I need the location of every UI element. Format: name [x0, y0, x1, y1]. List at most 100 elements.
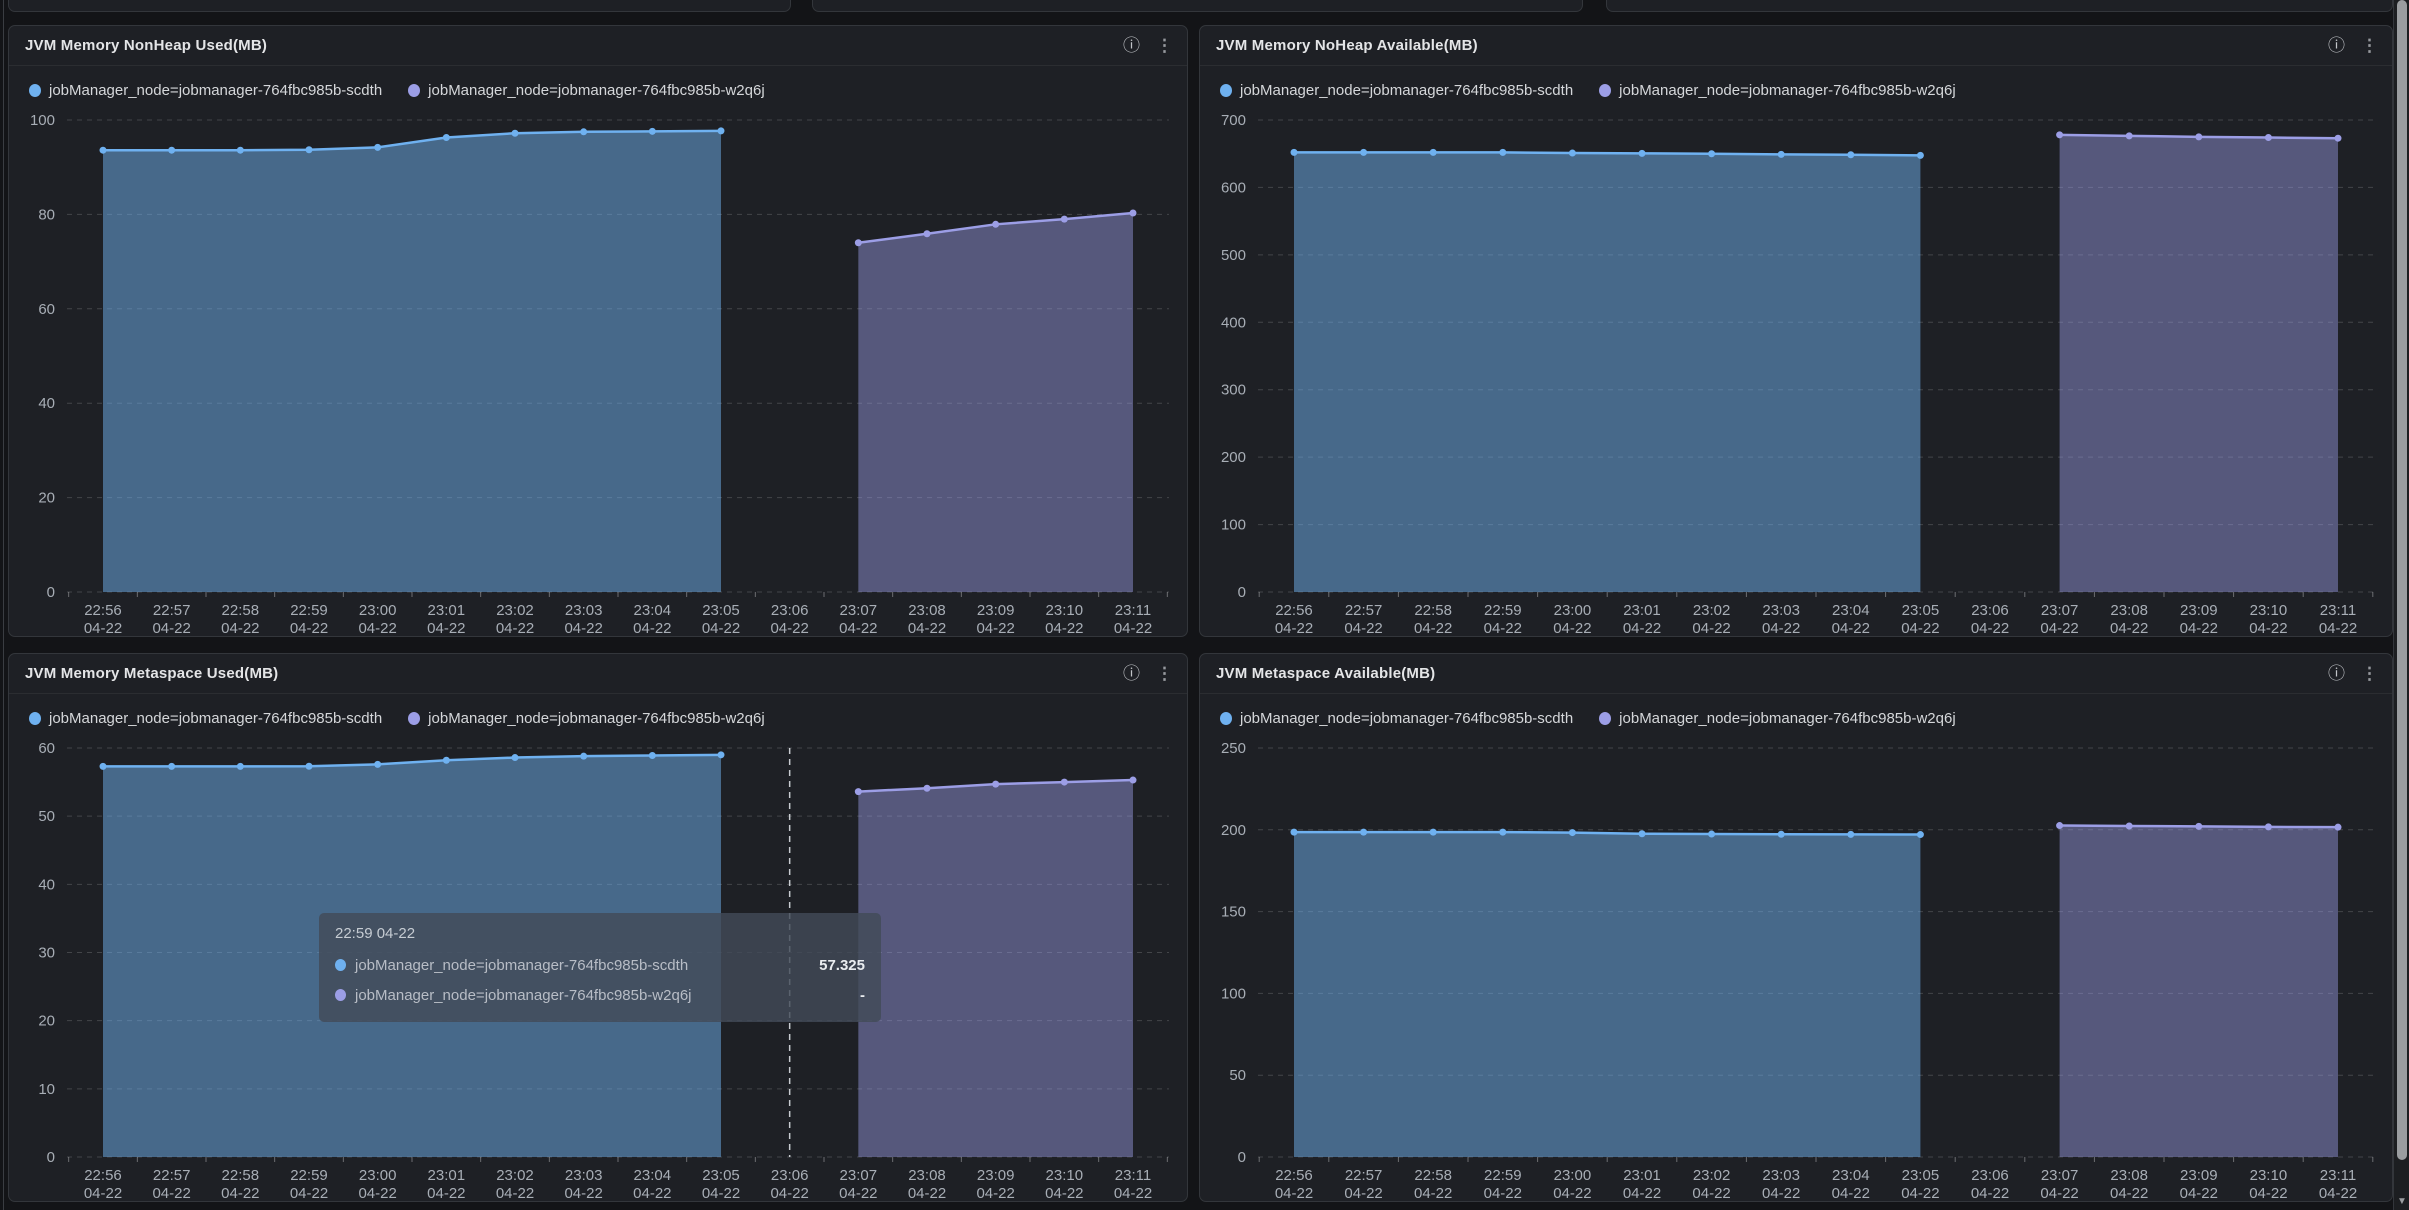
- legend-item-scdth[interactable]: jobManager_node=jobmanager-764fbc985b-sc…: [1220, 82, 1573, 99]
- panel-title: JVM Memory NonHeap Used(MB): [25, 37, 268, 54]
- legend-label: jobManager_node=jobmanager-764fbc985b-sc…: [1240, 81, 1574, 99]
- panel-header: JVM Metaspace Available(MB) ⓘ ⋮: [1200, 654, 2392, 694]
- scrollbar-thumb[interactable]: [2397, 0, 2407, 1160]
- panel-title: JVM Memory Metaspace Used(MB): [25, 665, 279, 682]
- svg-text:300: 300: [1221, 382, 1246, 399]
- legend-label: jobManager_node=jobmanager-764fbc985b-sc…: [49, 709, 383, 727]
- panel-menu-icon[interactable]: ⋮: [1156, 664, 1173, 683]
- legend-label: jobManager_node=jobmanager-764fbc985b-sc…: [49, 81, 383, 99]
- chart-canvas-metaspace-available[interactable]: 0 50 100 150 200 250 22:56 04-22 22:57 04-22 22:58…: [1200, 736, 2392, 1202]
- legend-label: jobManager_node=jobmanager-764fbc985b-w2…: [1619, 81, 1956, 99]
- legend-item-scdth[interactable]: jobManager_node=jobmanager-764fbc985b-sc…: [29, 710, 382, 727]
- svg-text:0: 0: [1238, 1149, 1246, 1166]
- legend-item-w2q6j[interactable]: jobManager_node=jobmanager-764fbc985b-w2…: [1599, 710, 1956, 727]
- chart-canvas-metaspace-used[interactable]: 0 10 20 30 40 50 60 22:56 04-22 22:57 04-22 22:58 04…: [9, 736, 1187, 1202]
- svg-text:150: 150: [1221, 904, 1246, 921]
- chart-legend: jobManager_node=jobmanager-764fbc985b-sc…: [9, 694, 1187, 736]
- legend-label: jobManager_node=jobmanager-764fbc985b-w2…: [428, 709, 765, 727]
- svg-text:100: 100: [1221, 517, 1246, 534]
- svg-text:40: 40: [38, 395, 55, 412]
- info-icon[interactable]: ⓘ: [2328, 36, 2345, 55]
- legend-label: jobManager_node=jobmanager-764fbc985b-w2…: [428, 81, 765, 99]
- info-icon[interactable]: ⓘ: [2328, 664, 2345, 683]
- svg-text:20: 20: [38, 1013, 55, 1030]
- legend-item-scdth[interactable]: jobManager_node=jobmanager-764fbc985b-sc…: [1220, 710, 1573, 727]
- chart-canvas-nonheap-used[interactable]: 0 20 40 60 80 100 22:56 04-22 22:57 04-22 22:58 04-…: [9, 108, 1187, 637]
- legend-item-w2q6j[interactable]: jobManager_node=jobmanager-764fbc985b-w2…: [408, 82, 765, 99]
- panel-menu-icon[interactable]: ⋮: [2361, 36, 2378, 55]
- cutoff-panel-top-3: [1606, 0, 2393, 12]
- scroll-down-arrow-icon[interactable]: ▼: [2397, 1196, 2407, 1207]
- chart-canvas-noheap-available[interactable]: 0 100 200 300 400 500 600 700 22:56 04-22 22:57 04-…: [1200, 108, 2392, 637]
- legend-item-scdth[interactable]: jobManager_node=jobmanager-764fbc985b-sc…: [29, 82, 382, 99]
- svg-text:0: 0: [1238, 584, 1246, 601]
- panel-jvm-metaspace-available: JVM Metaspace Available(MB) ⓘ ⋮ jobManag…: [1199, 653, 2393, 1202]
- svg-text:0: 0: [47, 584, 55, 601]
- svg-text:80: 80: [38, 206, 55, 223]
- svg-text:0: 0: [47, 1149, 55, 1166]
- panel-menu-icon[interactable]: ⋮: [1156, 36, 1173, 55]
- legend-item-w2q6j[interactable]: jobManager_node=jobmanager-764fbc985b-w2…: [1599, 82, 1956, 99]
- svg-text:20: 20: [38, 490, 55, 507]
- legend-item-w2q6j[interactable]: jobManager_node=jobmanager-764fbc985b-w2…: [408, 710, 765, 727]
- panel-title: JVM Metaspace Available(MB): [1216, 665, 1436, 682]
- panel-menu-icon[interactable]: ⋮: [2361, 664, 2378, 683]
- svg-text:60: 60: [38, 301, 55, 318]
- svg-text:40: 40: [38, 876, 55, 893]
- window-left-edge: [3, 0, 4, 1210]
- svg-text:600: 600: [1221, 179, 1246, 196]
- legend-label: jobManager_node=jobmanager-764fbc985b-w2…: [1619, 709, 1956, 727]
- info-icon[interactable]: ⓘ: [1123, 36, 1140, 55]
- panel-title: JVM Memory NoHeap Available(MB): [1216, 37, 1478, 54]
- panel-jvm-nonheap-used: JVM Memory NonHeap Used(MB) ⓘ ⋮ jobManag…: [8, 25, 1188, 637]
- svg-text:30: 30: [38, 945, 55, 962]
- chart-legend: jobManager_node=jobmanager-764fbc985b-sc…: [9, 66, 1187, 108]
- info-icon[interactable]: ⓘ: [1123, 664, 1140, 683]
- vertical-scrollbar[interactable]: ▼: [2393, 0, 2409, 1210]
- svg-text:400: 400: [1221, 314, 1246, 331]
- legend-label: jobManager_node=jobmanager-764fbc985b-sc…: [1240, 709, 1574, 727]
- svg-text:250: 250: [1221, 740, 1246, 757]
- panel-header: JVM Memory Metaspace Used(MB) ⓘ ⋮: [9, 654, 1187, 694]
- legend-dot-blue: [1220, 711, 1232, 725]
- cutoff-panel-top-2: [812, 0, 1583, 12]
